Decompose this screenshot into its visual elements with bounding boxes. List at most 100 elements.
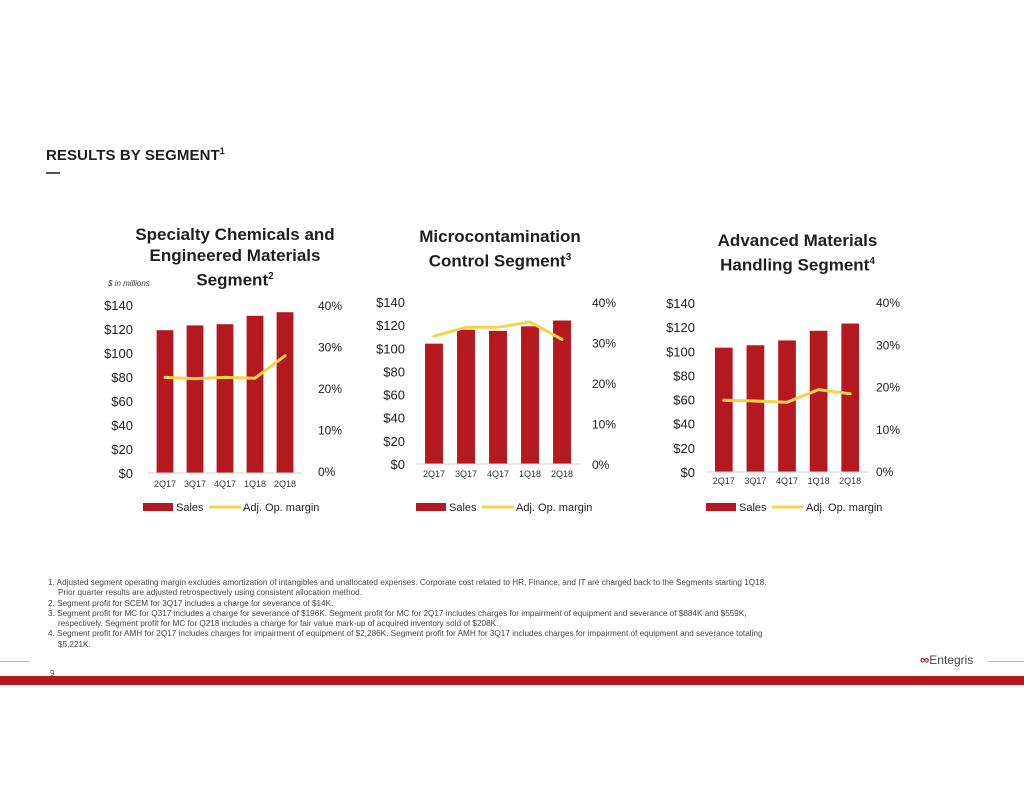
y-right-tick-label: 20% bbox=[876, 381, 900, 395]
y-right-tick-label: 0% bbox=[876, 465, 894, 479]
x-tick-label: 2Q18 bbox=[274, 479, 296, 489]
footnote-line: 2. Segment profit for SCEM for 3Q17 incl… bbox=[48, 598, 334, 608]
x-tick-label: 1Q18 bbox=[808, 476, 830, 486]
legend-margin-label: Adj. Op. margin bbox=[516, 502, 592, 514]
margin-line bbox=[432, 320, 564, 341]
sales-bar bbox=[553, 320, 571, 464]
sales-bar bbox=[489, 330, 507, 464]
y-left-tick-label: $60 bbox=[111, 394, 133, 409]
chart-title-line: Specialty Chemicals and bbox=[135, 225, 335, 244]
y-right-tick-label: 40% bbox=[592, 296, 616, 310]
y-right-tick-label: 20% bbox=[318, 382, 342, 396]
x-tick-label: 3Q17 bbox=[744, 476, 766, 486]
y-left-tick-label: $100 bbox=[666, 344, 695, 359]
y-left-tick-label: $60 bbox=[383, 388, 405, 403]
footnote-line: 1. Adjusted segment operating margin exc… bbox=[48, 578, 767, 587]
x-tick-label: 3Q17 bbox=[455, 469, 477, 479]
sales-bar bbox=[216, 324, 234, 473]
margin-line bbox=[163, 354, 287, 381]
y-right-tick-label: 20% bbox=[592, 377, 616, 391]
sales-bar bbox=[714, 347, 733, 472]
y-left-tick-label: $60 bbox=[673, 393, 695, 408]
legend-sales-label: Sales bbox=[449, 502, 477, 514]
margin-line bbox=[722, 388, 852, 404]
y-left-tick-label: $120 bbox=[666, 320, 695, 335]
y-left-tick-label: $0 bbox=[391, 457, 405, 472]
footnotes: 1. Adjusted segment operating margin exc… bbox=[48, 578, 928, 650]
y-left-tick-label: $80 bbox=[111, 370, 133, 385]
x-tick-label: 4Q17 bbox=[487, 469, 509, 479]
x-tick-label: 3Q17 bbox=[184, 479, 206, 489]
legend-margin-label: Adj. Op. margin bbox=[243, 502, 319, 514]
units-note: $ in millions bbox=[108, 279, 150, 288]
sales-bar bbox=[156, 330, 174, 473]
y-left-tick-label: $0 bbox=[681, 465, 695, 480]
sales-bar bbox=[841, 323, 860, 472]
sales-bar bbox=[186, 325, 204, 473]
chart-title-text: Control Segment bbox=[428, 251, 566, 271]
footer-divider-right bbox=[988, 661, 1024, 662]
logo-mark-icon: ∞ bbox=[920, 652, 930, 667]
x-tick-label: 4Q17 bbox=[214, 479, 236, 489]
x-tick-label: 2Q17 bbox=[154, 479, 176, 489]
y-left-tick-label: $20 bbox=[673, 441, 695, 456]
sales-bar bbox=[276, 312, 294, 473]
x-tick-label: 2Q18 bbox=[839, 476, 861, 486]
sales-bar bbox=[246, 315, 264, 473]
bottom-color-band bbox=[0, 676, 1024, 685]
sales-bar bbox=[425, 343, 443, 464]
y-left-tick-label: $100 bbox=[376, 341, 405, 356]
y-left-tick-label: $140 bbox=[666, 296, 695, 311]
footnote-line: 3. Segment profit for MC for Q317 includ… bbox=[48, 608, 747, 618]
y-right-tick-label: 10% bbox=[876, 423, 900, 437]
page-title: RESULTS BY SEGMENT1 bbox=[46, 146, 225, 164]
sales-bar bbox=[521, 326, 539, 464]
y-left-tick-label: $20 bbox=[383, 434, 405, 449]
y-left-tick-label: $0 bbox=[119, 466, 133, 481]
y-right-tick-label: 30% bbox=[592, 337, 616, 351]
chart-title-amh: Advanced Materials Handling Segment4 bbox=[685, 230, 910, 276]
page-title-text: RESULTS BY SEGMENT bbox=[46, 147, 220, 164]
chart-title-text: Segment bbox=[196, 270, 269, 290]
y-left-tick-label: $120 bbox=[104, 322, 133, 337]
x-tick-label: 4Q17 bbox=[776, 476, 798, 486]
y-right-tick-label: 10% bbox=[592, 418, 616, 432]
page-number: 9 bbox=[50, 669, 55, 678]
sales-bar bbox=[778, 340, 796, 472]
y-left-tick-label: $40 bbox=[673, 417, 695, 432]
chart-title-footnote-marker: 4 bbox=[869, 256, 875, 267]
y-right-tick-label: 10% bbox=[318, 424, 342, 438]
legend-margin-label: Adj. Op. margin bbox=[806, 502, 882, 514]
x-tick-label: 1Q18 bbox=[244, 479, 266, 489]
x-tick-label: 2Q17 bbox=[423, 469, 445, 479]
company-logo: ∞Entegris bbox=[920, 652, 973, 667]
y-left-tick-label: $100 bbox=[104, 346, 133, 361]
footnote-line: respectively. Segment profit for MC for … bbox=[58, 619, 499, 629]
chart-title-scem: Specialty Chemicals and Engineered Mater… bbox=[130, 224, 340, 291]
chart-title-line: Microcontamination bbox=[419, 227, 581, 246]
y-left-tick-label: $20 bbox=[111, 442, 133, 457]
chart-title-line: Control Segment3 bbox=[395, 247, 605, 272]
y-right-tick-label: 0% bbox=[318, 465, 336, 479]
legend-sales-swatch bbox=[706, 503, 736, 511]
chart-title-footnote-marker: 3 bbox=[565, 252, 572, 263]
legend-sales-swatch bbox=[416, 503, 446, 511]
x-tick-label: 2Q17 bbox=[713, 476, 735, 486]
chart-title-line: Segment2 bbox=[130, 266, 340, 291]
y-left-tick-label: $40 bbox=[111, 418, 133, 433]
logo-text: Entegris bbox=[929, 653, 974, 667]
page-title-footnote-marker: 1 bbox=[219, 146, 225, 156]
chart-title-footnote-marker: 2 bbox=[268, 271, 274, 282]
x-tick-label: 1Q18 bbox=[519, 469, 541, 479]
footer-divider-left bbox=[0, 661, 30, 662]
footnote-line: Prior quarter results are adjusted retro… bbox=[58, 588, 363, 598]
x-tick-label: 2Q18 bbox=[551, 469, 573, 479]
legend-sales-label: Sales bbox=[739, 502, 767, 514]
y-right-tick-label: 40% bbox=[876, 296, 900, 310]
footnote-line: 4. Segment profit for AMH for 2Q17 inclu… bbox=[48, 629, 763, 639]
y-left-tick-label: $40 bbox=[383, 411, 405, 426]
chart-title-mc: Microcontamination Control Segment3 bbox=[395, 226, 605, 272]
footnote-line: $5,221K. bbox=[58, 639, 91, 649]
y-left-tick-label: $120 bbox=[376, 318, 405, 333]
chart-title-line: Engineered Materials bbox=[149, 246, 321, 265]
